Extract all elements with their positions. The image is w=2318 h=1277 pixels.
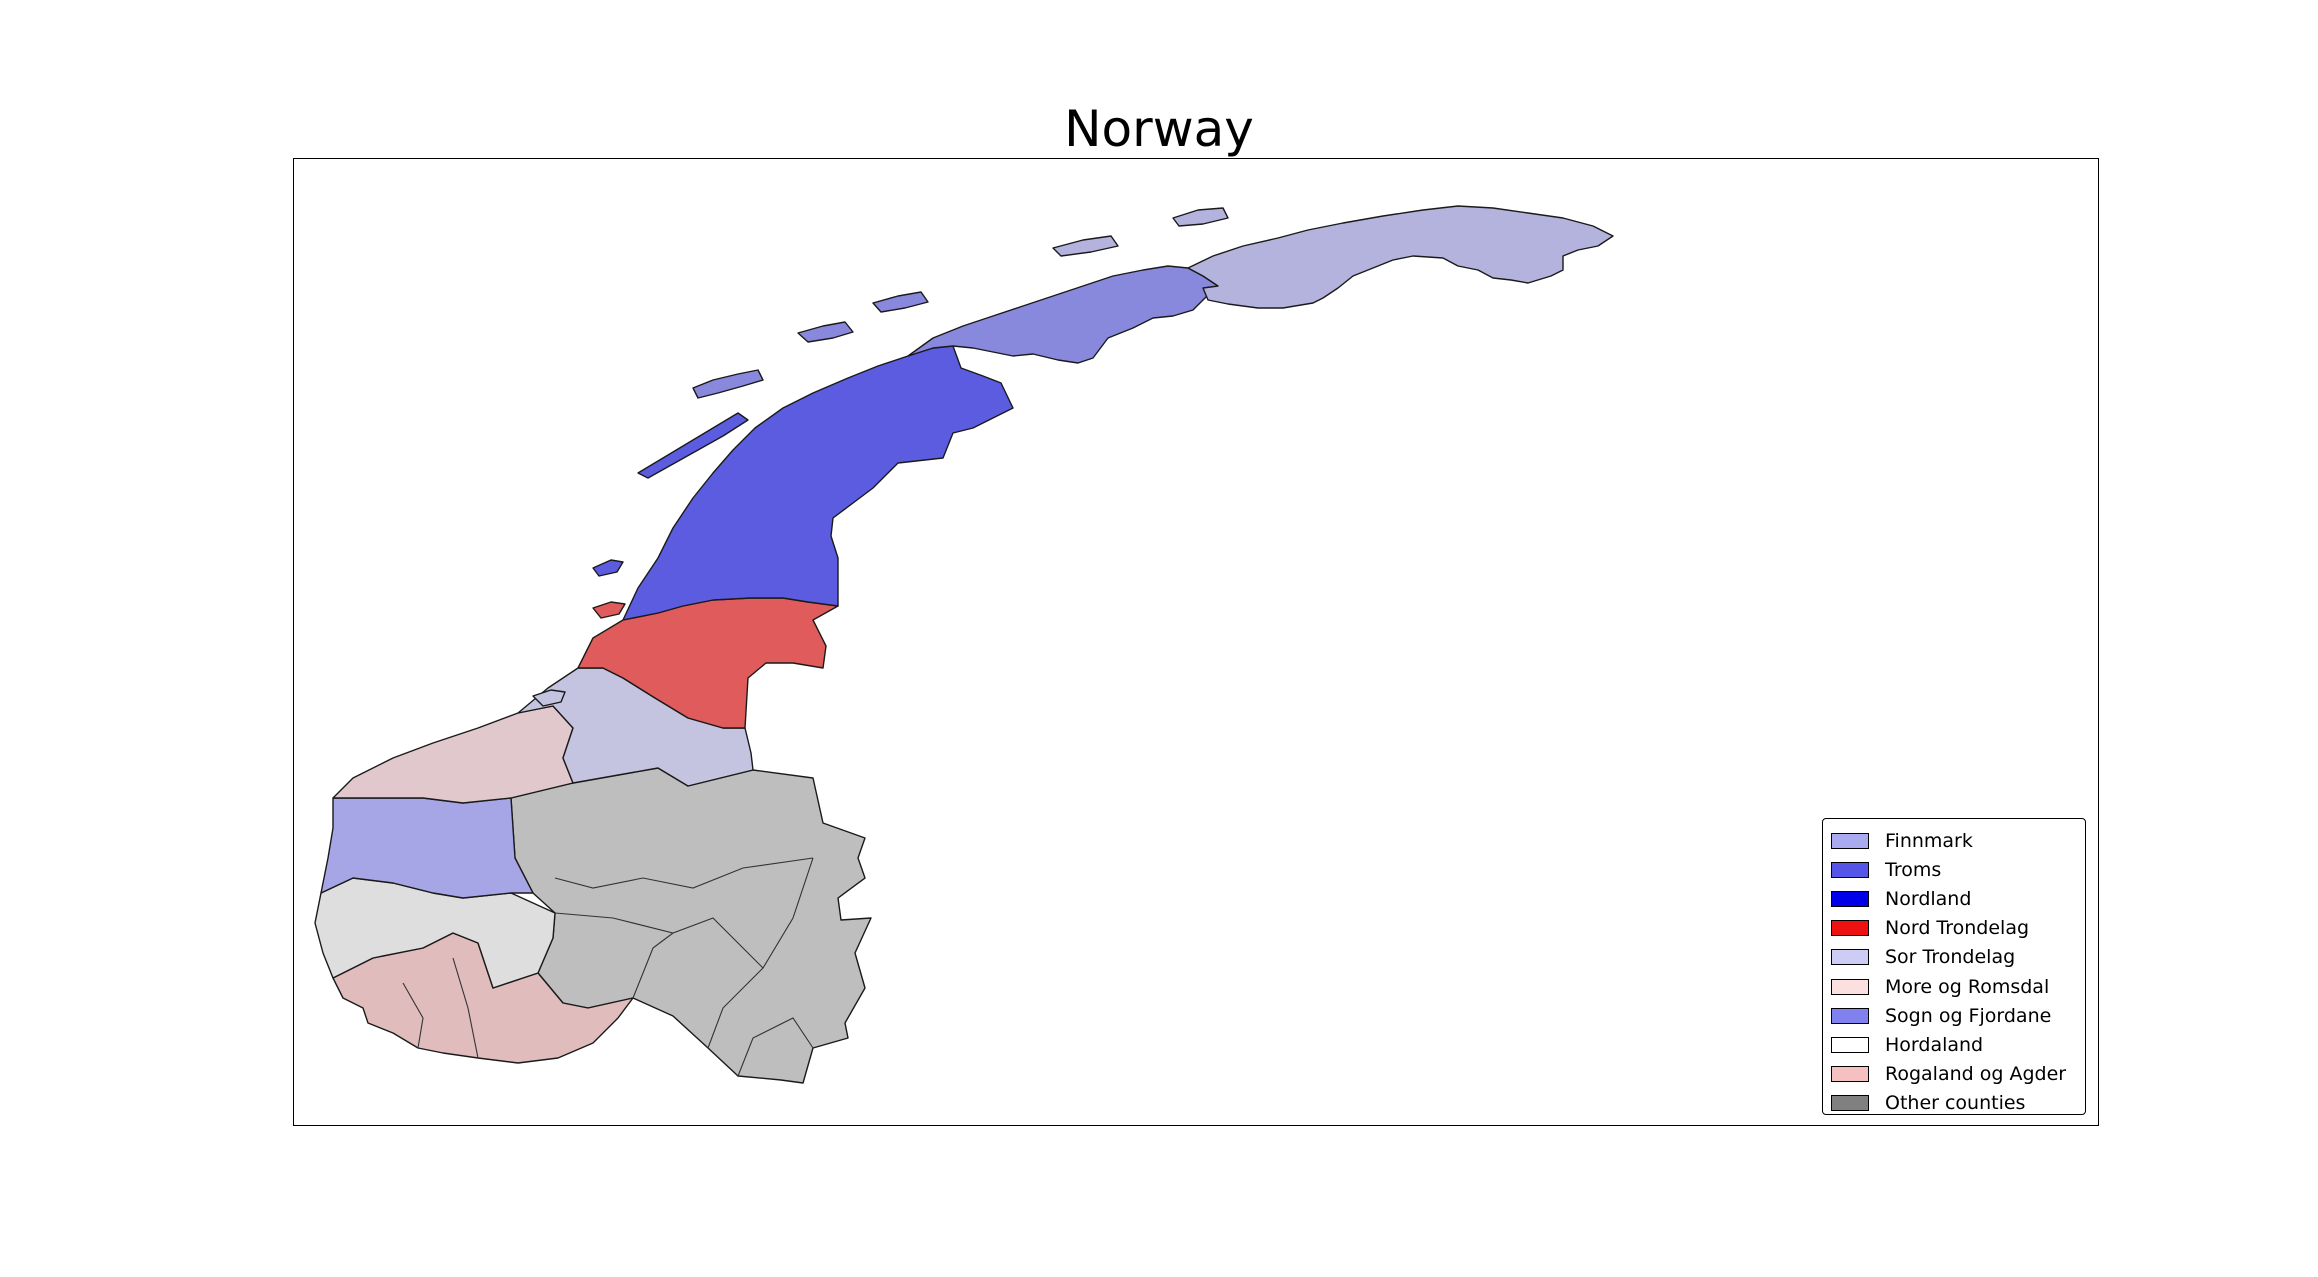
legend-label-hordaland: Hordaland xyxy=(1885,1033,1984,1056)
legend-entry-nord-trondelag: Nord Trondelag xyxy=(1823,914,2085,943)
legend-entry-nordland: Nordland xyxy=(1823,884,2085,913)
border-inner-1 xyxy=(554,857,814,889)
legend-label-rogaland-og-agder: Rogaland og Agder xyxy=(1885,1063,2067,1086)
norway-map xyxy=(314,205,1614,1084)
island-helgeland xyxy=(592,559,624,577)
legend-swatch-rogaland-og-agder xyxy=(1831,1066,1869,1083)
map-title: Norway xyxy=(1064,100,1254,158)
region-nordland xyxy=(622,345,1014,621)
legend-label-sogn-og-fjordane: Sogn og Fjordane xyxy=(1885,1004,2052,1027)
border-inner-7 xyxy=(452,957,479,1059)
island-lofoten xyxy=(637,412,749,479)
map-frame xyxy=(293,158,2099,1126)
legend-entry-troms: Troms xyxy=(1823,855,2085,884)
region-finnmark xyxy=(1187,205,1614,309)
legend-swatch-other-counties xyxy=(1831,1095,1869,1112)
island-soroya xyxy=(1052,235,1119,257)
legend-entry-rogaland-og-agder: Rogaland og Agder xyxy=(1823,1060,2085,1089)
legend-swatch-sogn-og-fjordane xyxy=(1831,1007,1869,1024)
legend-swatch-sor-trondelag xyxy=(1831,949,1869,966)
island-mageroya xyxy=(1172,207,1229,227)
legend-label-troms: Troms xyxy=(1885,858,1942,881)
border-inner-5 xyxy=(737,1017,814,1077)
border-inner-4 xyxy=(632,932,674,999)
island-vikna xyxy=(592,601,626,619)
legend-swatch-troms xyxy=(1831,861,1869,878)
island-vesteralen xyxy=(692,369,764,399)
border-inner-6 xyxy=(402,982,424,1049)
map-legend: Finnmark Troms Nordland Nord Trondelag S… xyxy=(1822,818,2086,1115)
legend-label-more-og-romsdal: More og Romsdal xyxy=(1885,975,2050,998)
legend-swatch-finnmark xyxy=(1831,832,1869,849)
legend-label-finnmark: Finnmark xyxy=(1885,829,1973,852)
legend-swatch-more-og-romsdal xyxy=(1831,978,1869,995)
legend-entry-other-counties: Other counties xyxy=(1823,1089,2085,1118)
legend-entry-sor-trondelag: Sor Trondelag xyxy=(1823,943,2085,972)
region-more-og-romsdal xyxy=(332,705,574,804)
legend-label-other-counties: Other counties xyxy=(1885,1092,2026,1115)
legend-swatch-nord-trondelag xyxy=(1831,920,1869,937)
island-kvaloya xyxy=(872,291,929,313)
legend-entry-hordaland: Hordaland xyxy=(1823,1030,2085,1059)
region-troms xyxy=(907,265,1219,364)
island-hitra xyxy=(532,689,566,707)
legend-entry-finnmark: Finnmark xyxy=(1823,826,2085,855)
legend-entry-more-og-romsdal: More og Romsdal xyxy=(1823,972,2085,1001)
legend-label-nord-trondelag: Nord Trondelag xyxy=(1885,917,2030,940)
legend-label-sor-trondelag: Sor Trondelag xyxy=(1885,946,2016,969)
legend-swatch-nordland xyxy=(1831,890,1869,907)
island-senja xyxy=(797,321,854,343)
legend-entry-sogn-og-fjordane: Sogn og Fjordane xyxy=(1823,1001,2085,1030)
legend-swatch-hordaland xyxy=(1831,1036,1869,1053)
legend-label-nordland: Nordland xyxy=(1885,887,1972,910)
